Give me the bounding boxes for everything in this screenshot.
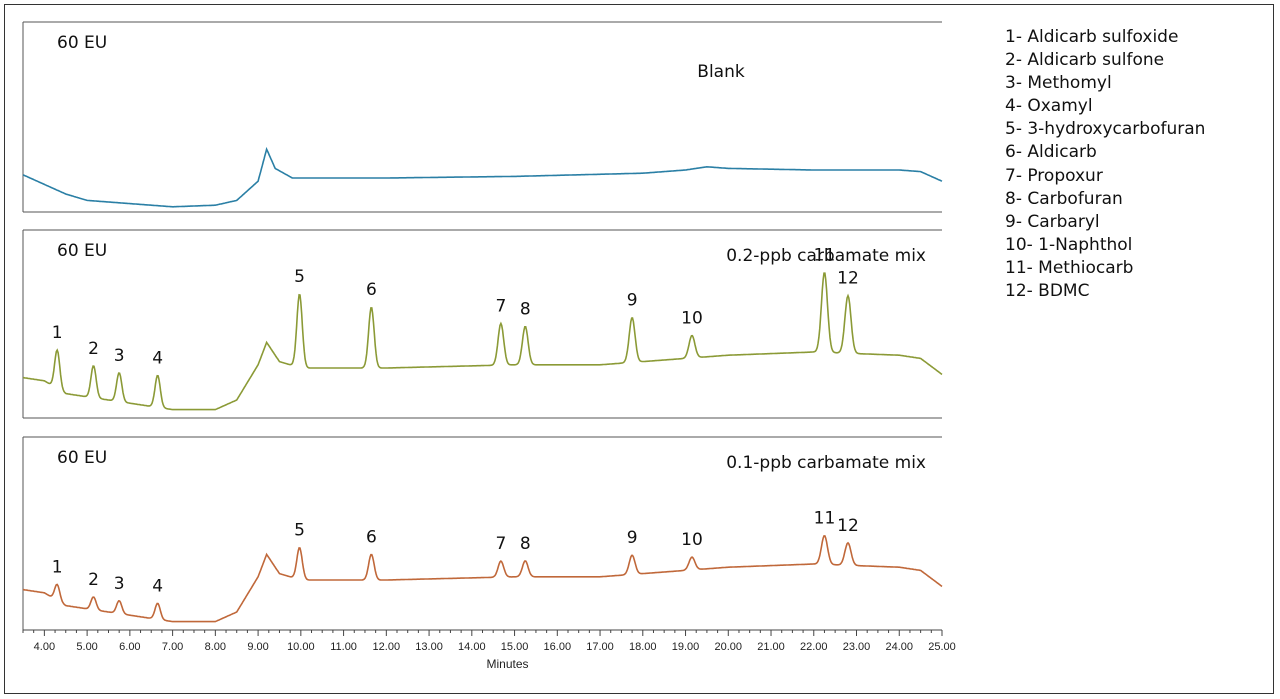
- peak-label-5: 5: [294, 521, 305, 541]
- peak-label-7: 7: [495, 297, 506, 317]
- legend-item: 6- Aldicarb: [1005, 142, 1097, 163]
- legend-item: 2- Aldicarb sulfone: [1005, 50, 1165, 71]
- x-tick-label: 24.00: [885, 641, 913, 653]
- peak-label-3: 3: [114, 574, 125, 594]
- x-tick-label: 21.00: [757, 641, 785, 653]
- x-axis-title: Minutes: [486, 657, 528, 671]
- x-tick-label: 11.00: [330, 641, 357, 653]
- x-tick-label: 19.00: [672, 641, 700, 653]
- legend-item: 5- 3-hydroxycarbofuran: [1005, 119, 1206, 140]
- peak-label-3: 3: [114, 346, 125, 366]
- legend-item: 9- Carbaryl: [1005, 211, 1100, 232]
- peak-label-6: 6: [366, 280, 377, 300]
- peak-label-7: 7: [495, 534, 506, 554]
- x-tick-label: 10.00: [287, 641, 315, 653]
- legend-item: 10- 1-Naphthol: [1005, 234, 1133, 255]
- peak-label-1: 1: [52, 557, 63, 577]
- trace-1: [22, 146, 943, 208]
- peak-label-8: 8: [520, 534, 531, 554]
- peak-label-8: 8: [520, 299, 531, 319]
- x-tick-label: 20.00: [715, 641, 743, 653]
- x-tick-label: 25.00: [928, 641, 956, 653]
- x-tick-label: 13.00: [415, 641, 443, 653]
- peak-label-4: 4: [152, 348, 163, 368]
- peak-label-9: 9: [627, 291, 638, 311]
- trace-3: [22, 535, 943, 623]
- x-tick-label: 18.00: [629, 641, 657, 653]
- x-tick-label: 14.00: [458, 641, 486, 653]
- peak-label-11: 11: [814, 245, 836, 265]
- peak-label-10: 10: [681, 309, 703, 329]
- x-tick-label: 15.00: [501, 641, 529, 653]
- peak-label-9: 9: [627, 528, 638, 548]
- figure-frame: [4, 4, 1274, 694]
- x-tick-label: 7.00: [162, 641, 183, 653]
- panel-title: 0.1-ppb carbamate mix: [726, 453, 926, 473]
- panel-title: Blank: [697, 62, 745, 82]
- x-tick-label: 16.00: [544, 641, 572, 653]
- peak-label-11: 11: [814, 509, 836, 529]
- x-tick-label: 23.00: [843, 641, 871, 653]
- x-tick-label: 17.00: [586, 641, 614, 653]
- x-tick-label: 5.00: [76, 641, 97, 653]
- peak-label-1: 1: [52, 323, 63, 343]
- x-axis: 4.00 5.00 6.00 7.00 8.00 9.00 10.00 11.00 12.00 1…: [22, 629, 956, 653]
- x-tick-label: 12.00: [373, 641, 401, 653]
- panel-title: 0.2-ppb carbamate mix: [726, 246, 926, 266]
- peak-legend: 1- Aldicarb sulfoxide 2- Aldicarb sulfone…: [1005, 26, 1205, 303]
- x-tick-label: 6.00: [119, 641, 140, 653]
- x-tick-label: 4.00: [34, 641, 55, 653]
- x-tick-label: 8.00: [205, 641, 226, 653]
- peak-label-6: 6: [366, 527, 377, 547]
- peak-label-2: 2: [88, 339, 99, 359]
- peak-label-4: 4: [152, 576, 163, 596]
- scale-label: 60 EU: [57, 241, 107, 261]
- panel-1: 60 EU Blank: [22, 21, 943, 213]
- peak-label-10: 10: [681, 530, 703, 550]
- legend-item: 3- Methomyl: [1005, 73, 1112, 94]
- legend-item: 4- Oxamyl: [1005, 96, 1093, 117]
- x-tick-label: 22.00: [800, 641, 828, 653]
- peak-label-12: 12: [837, 269, 859, 289]
- peak-label-12: 12: [837, 516, 859, 536]
- x-tick-label: 9.00: [247, 641, 268, 653]
- legend-item: 11- Methiocarb: [1005, 257, 1134, 278]
- scale-label: 60 EU: [57, 33, 107, 53]
- trace-2: [22, 272, 943, 411]
- legend-item: 12- BDMC: [1005, 281, 1090, 302]
- peak-label-5: 5: [294, 267, 305, 287]
- legend-item: 7- Propoxur: [1005, 165, 1103, 186]
- legend-item: 1- Aldicarb sulfoxide: [1005, 27, 1179, 47]
- peak-label-2: 2: [88, 570, 99, 590]
- scale-label: 60 EU: [57, 448, 107, 468]
- legend-item: 8- Carbofuran: [1005, 188, 1123, 209]
